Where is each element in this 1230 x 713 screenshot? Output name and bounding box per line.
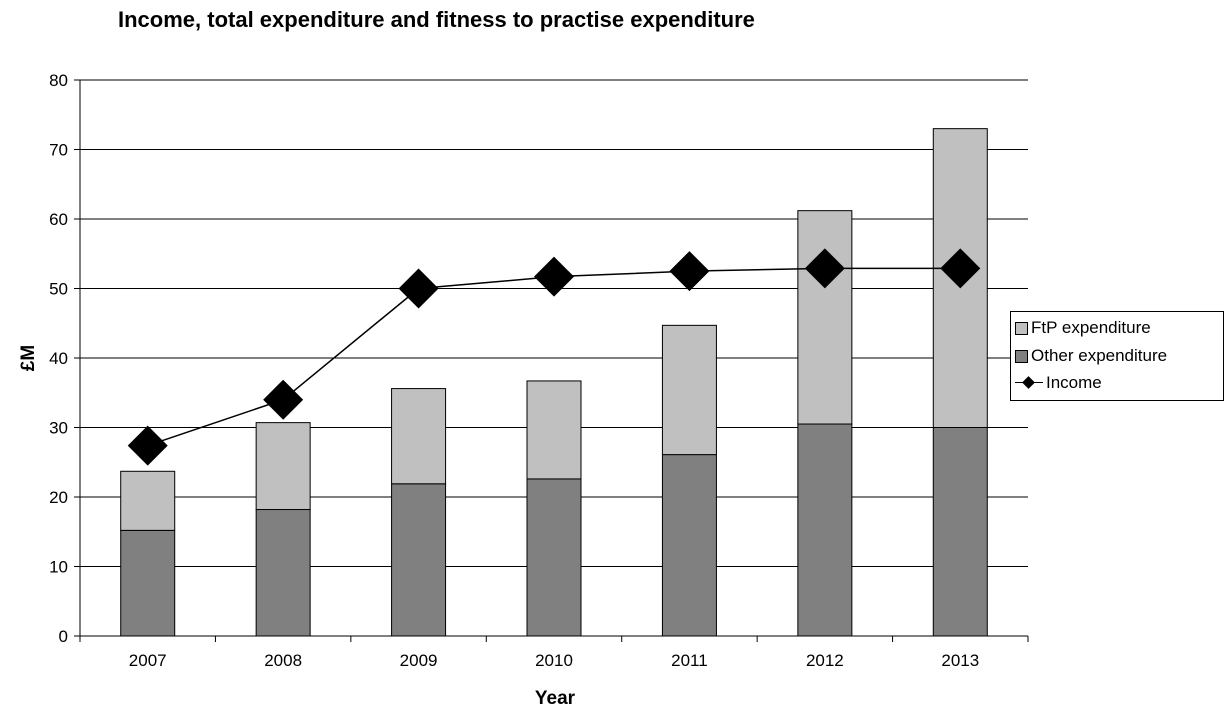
legend-item-ftp: FtP expenditure (1015, 317, 1151, 339)
x-tick-label: 2012 (806, 651, 844, 670)
x-tick-label: 2009 (400, 651, 438, 670)
y-tick-label: 70 (49, 141, 68, 160)
bar-ftp-2007 (120, 470, 176, 531)
legend-swatch-ftp (1015, 321, 1028, 335)
income-marker-2009 (398, 268, 439, 309)
x-tick-label: 2010 (535, 651, 573, 670)
bar-other-2010 (526, 478, 582, 637)
legend-label-ftp: FtP expenditure (1031, 318, 1151, 337)
legend: FtP expenditure Other expenditure Income (1010, 311, 1224, 401)
bar-ftp-2008 (255, 422, 311, 511)
income-line (127, 248, 981, 466)
bar-other-2012 (797, 423, 853, 637)
x-tick-label: 2008 (264, 651, 302, 670)
bar-other-2008 (255, 509, 311, 637)
tick-labels: 0 10 20 30 40 50 60 70 80 2007 2008 2009 2010 2011 201… (49, 71, 979, 670)
axes (74, 79, 1029, 642)
bars (120, 128, 988, 637)
y-tick-label: 40 (49, 349, 68, 368)
y-tick-label: 60 (49, 210, 68, 229)
y-tick-label: 10 (49, 558, 68, 577)
income-marker-2010 (534, 256, 574, 297)
legend-item-other: Other expenditure (1015, 345, 1167, 367)
y-tick-label: 50 (49, 280, 68, 299)
income-marker-2013 (940, 248, 981, 289)
bar-other-2009 (391, 483, 447, 637)
income-marker-2012 (804, 248, 845, 289)
bar-ftp-2011 (661, 324, 717, 456)
x-tick-label: 2011 (671, 651, 708, 670)
legend-label-income: Income (1046, 373, 1102, 392)
x-axis-title: Year (535, 688, 576, 709)
legend-marker-income (1015, 376, 1043, 390)
bar-other-2013 (932, 427, 988, 637)
income-marker-2007 (127, 425, 168, 466)
bar-ftp-2012 (797, 210, 853, 425)
bar-ftp-2009 (391, 388, 447, 485)
income-marker-2011 (669, 251, 710, 292)
bar-ftp-2010 (526, 380, 582, 480)
x-tick-label: 2007 (129, 651, 167, 670)
y-axis-title: £M (18, 345, 39, 371)
bar-other-2007 (120, 529, 176, 637)
legend-swatch-other (1015, 349, 1028, 363)
y-tick-label: 80 (49, 71, 68, 90)
y-tick-label: 30 (49, 419, 68, 438)
bar-other-2011 (661, 454, 717, 637)
income-marker-2008 (263, 379, 304, 420)
chart-title: Income, total expenditure and fitness to… (118, 7, 755, 32)
legend-label-other: Other expenditure (1031, 346, 1168, 365)
y-tick-label: 20 (49, 488, 68, 507)
legend-item-income: Income (1015, 372, 1102, 394)
y-tick-label: 0 (59, 627, 68, 646)
x-tick-label: 2013 (941, 651, 979, 670)
